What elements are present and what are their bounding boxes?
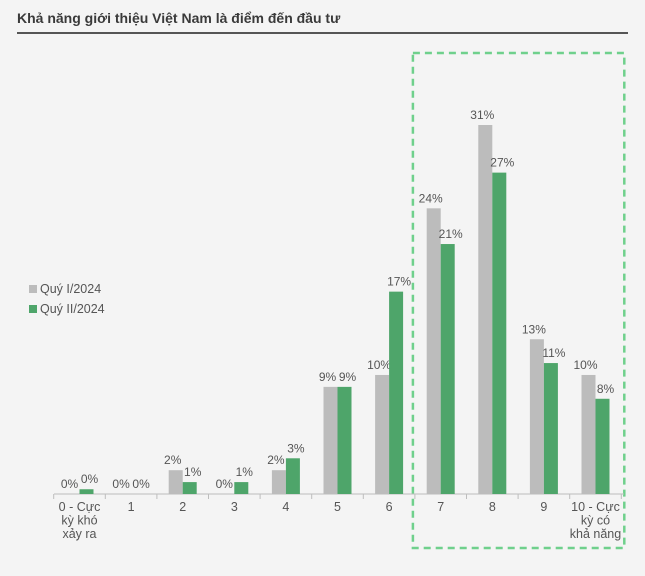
data-label-q2: 8% xyxy=(597,382,615,396)
bar-q2 xyxy=(492,172,507,494)
data-label-q2: 9% xyxy=(339,370,357,384)
data-label-q1: 31% xyxy=(470,108,494,122)
data-label-q2: 1% xyxy=(236,465,254,479)
data-label-q1: 9% xyxy=(319,370,337,384)
x-tick-label: 7 xyxy=(437,500,444,514)
legend-swatch-q2 xyxy=(29,305,37,313)
data-label-q1: 10% xyxy=(367,358,391,372)
bar-q2 xyxy=(182,482,197,494)
data-label-q1: 0% xyxy=(61,477,79,491)
bar-q1 xyxy=(478,125,493,494)
x-tick-label: 4 xyxy=(282,500,289,514)
x-tick-label: 1 xyxy=(128,500,135,514)
legend-label-q2: Quý II/2024 xyxy=(40,302,105,316)
bar-q1 xyxy=(168,470,183,494)
x-tick-label: 2 xyxy=(179,500,186,514)
bar-q1 xyxy=(375,374,390,494)
bar-q1 xyxy=(323,386,338,494)
x-tick-label: 10 - Cực kỳ có khả năng xyxy=(570,500,621,541)
x-tick-label: 9 xyxy=(540,500,547,514)
bar-q1 xyxy=(426,208,441,495)
data-label-q1: 0% xyxy=(112,477,130,491)
legend-item-q2: Quý II/2024 xyxy=(29,302,105,316)
data-label-q2: 0% xyxy=(132,477,150,491)
legend-item-q1: Quý I/2024 xyxy=(29,282,101,296)
data-label-q1: 2% xyxy=(267,453,285,467)
legend-swatch-q1 xyxy=(29,285,37,293)
data-label-q2: 0% xyxy=(81,472,99,486)
x-tick-label: 8 xyxy=(489,500,496,514)
bar-q2 xyxy=(389,291,404,494)
data-label-q2: 11% xyxy=(542,346,565,360)
data-label-q2: 3% xyxy=(287,441,305,455)
data-label-q1: 13% xyxy=(522,322,546,336)
data-label-q2: 17% xyxy=(387,275,411,289)
data-label-q1: 0% xyxy=(216,477,234,491)
chart-title: Khả năng giới thiệu Việt Nam là điểm đến… xyxy=(17,10,341,26)
bar-q2 xyxy=(543,363,558,494)
x-tick-label: 5 xyxy=(334,500,341,514)
data-label-q2: 21% xyxy=(439,227,463,241)
bar-q2 xyxy=(595,398,610,494)
data-label-q1: 2% xyxy=(164,453,182,467)
legend-label-q1: Quý I/2024 xyxy=(40,282,102,296)
x-tick-label: 3 xyxy=(231,500,238,514)
x-tick-label: 6 xyxy=(386,500,393,514)
data-label-q1: 24% xyxy=(419,191,443,205)
bar-q2 xyxy=(337,386,352,494)
bar-q2 xyxy=(440,244,455,494)
bar-q1 xyxy=(581,374,596,494)
highlight-box xyxy=(411,51,626,550)
x-tick-label: 0 - Cực kỳ khó xảy ra xyxy=(59,500,101,541)
bar-q2 xyxy=(285,458,300,494)
bar-q2 xyxy=(234,482,249,494)
title-divider xyxy=(17,32,628,34)
data-label-q1: 10% xyxy=(573,358,597,372)
data-label-q2: 1% xyxy=(184,465,202,479)
bar-q1 xyxy=(529,339,544,494)
bar-q1 xyxy=(271,470,286,494)
data-label-q2: 27% xyxy=(490,156,514,170)
bar-q2 xyxy=(79,489,94,494)
